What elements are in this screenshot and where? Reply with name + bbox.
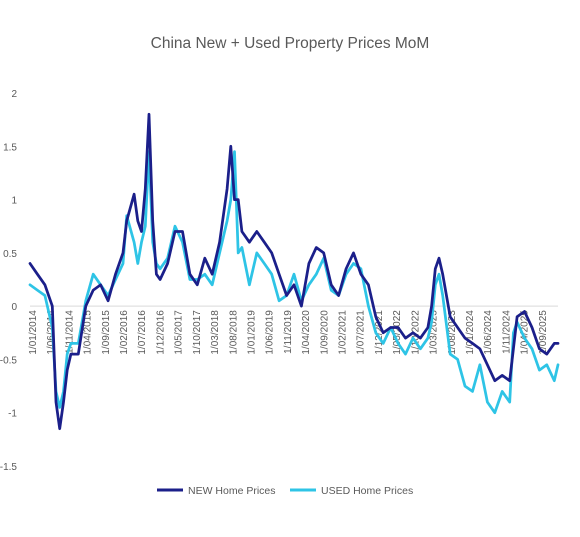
y-tick-label: 1 — [11, 196, 17, 207]
series-line-used-home-prices — [28, 150, 560, 415]
legend-label-used-home-prices: USED Home Prices — [321, 485, 413, 497]
x-tick-label: 1/01/2014 — [28, 310, 39, 355]
x-tick-label: 1/05/2022 — [392, 310, 403, 355]
x-tick-label: 1/03/2018 — [210, 310, 221, 355]
y-tick-label: 0.5 — [3, 249, 17, 260]
x-tick-label: 1/08/2023 — [447, 310, 458, 355]
x-tick-label: 1/03/2023 — [429, 310, 440, 355]
x-tick-label: 1/12/2016 — [155, 310, 166, 355]
y-tick-label: 2 — [11, 89, 17, 100]
y-tick-label: 1.5 — [3, 142, 17, 153]
x-tick-label: 1/11/2024 — [501, 310, 512, 354]
x-tick-label: 1/04/2025 — [520, 310, 531, 355]
y-tick-label: -1.5 — [0, 462, 17, 473]
x-tick-label: 1/04/2015 — [83, 310, 94, 355]
x-tick-label: 1/02/2016 — [119, 310, 130, 355]
x-tick-label: 1/07/2021 — [356, 310, 367, 355]
x-tick-label: 1/10/2017 — [192, 310, 203, 355]
x-tick-label: 1/01/2024 — [465, 310, 476, 355]
y-tick-label: 0 — [11, 302, 17, 313]
x-tick-label: 1/09/2020 — [319, 310, 330, 355]
x-tick-label: 1/01/2019 — [246, 310, 257, 355]
x-tick-label: 1/04/2020 — [301, 310, 312, 355]
y-tick-label: -1 — [8, 409, 17, 420]
x-tick-label: 1/12/2021 — [374, 310, 385, 355]
series-lines — [28, 112, 560, 431]
y-axis-tick-labels: 2 1.5 1 0.5 0 -0.5 -1 -1.5 — [0, 89, 17, 473]
x-tick-label: 1/09/2025 — [538, 310, 549, 355]
legend: NEW Home Prices USED Home Prices — [157, 485, 413, 497]
x-tick-label: 1/06/2024 — [483, 310, 494, 355]
x-tick-label: 1/02/2021 — [338, 310, 349, 355]
x-tick-label: 1/11/2014 — [64, 310, 75, 354]
x-tick-label: 1/11/2019 — [283, 310, 294, 354]
x-axis-tick-labels: 1/01/2014 1/06/2014 1/11/2014 1/04/2015 1/09… — [28, 310, 549, 355]
x-tick-label: 1/08/2018 — [228, 310, 239, 355]
chart-title: China New + Used Property Prices MoM — [151, 35, 430, 52]
x-tick-label: 1/06/2019 — [265, 310, 276, 355]
series-line-new-home-prices — [28, 112, 560, 431]
x-tick-label: 1/07/2016 — [137, 310, 148, 355]
x-tick-label: 1/10/2022 — [410, 310, 421, 355]
legend-label-new-home-prices: NEW Home Prices — [188, 485, 276, 497]
x-tick-label: 1/05/2017 — [174, 310, 185, 355]
y-tick-label: -0.5 — [0, 355, 17, 366]
x-tick-label: 1/09/2015 — [101, 310, 112, 355]
